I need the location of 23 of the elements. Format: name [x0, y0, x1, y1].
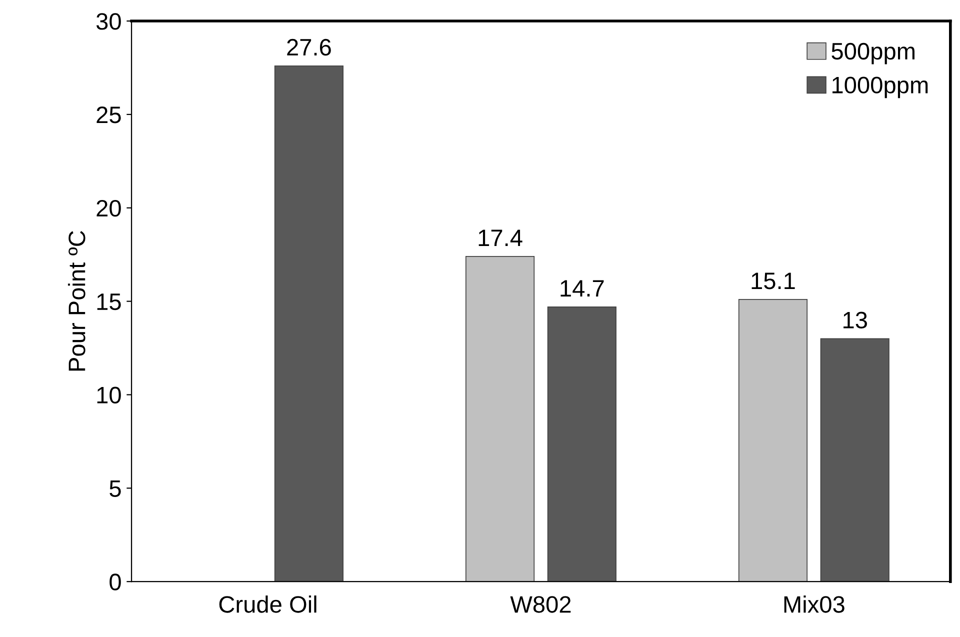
bar: [465, 256, 535, 582]
data-label: 14.7: [560, 280, 604, 296]
bar: [274, 65, 344, 582]
y-axis-title: Pour Point ºC: [68, 230, 86, 371]
data-label: 17.4: [478, 230, 522, 246]
data-label: 13: [844, 312, 867, 328]
y-tick-label: 15: [97, 294, 121, 310]
bar: [820, 338, 890, 582]
x-tick-label: Crude Oil: [219, 595, 316, 613]
y-tick-label: 5: [110, 480, 121, 497]
legend-label: 500ppm: [832, 42, 914, 64]
y-tick-label: 10: [97, 386, 121, 404]
bar: [738, 299, 808, 582]
x-tick-label: W802: [510, 596, 571, 613]
data-label: 27.6: [287, 38, 331, 56]
x-tick-label: Mix03: [784, 595, 844, 613]
bar: [547, 306, 616, 582]
y-tick-label: 25: [96, 106, 121, 124]
y-tick-label: 0: [110, 574, 121, 590]
y-tick-label: 20: [96, 200, 121, 217]
y-tick-label: 30: [96, 13, 121, 30]
legend-label: 1000ppm: [832, 76, 928, 98]
data-label: 15.1: [752, 272, 795, 290]
